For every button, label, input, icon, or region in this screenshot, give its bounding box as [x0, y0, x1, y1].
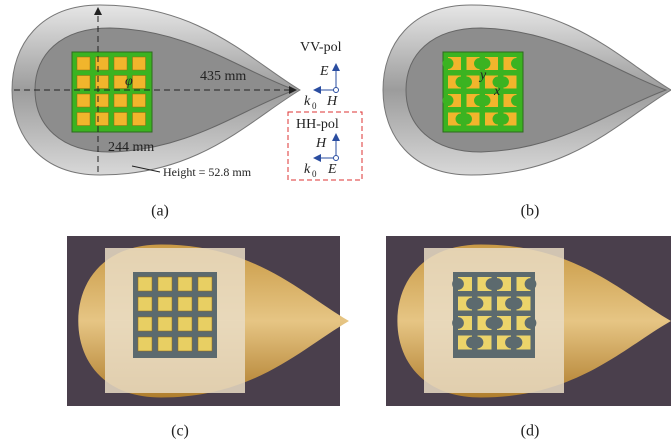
hh-k-sub: 0	[312, 169, 317, 179]
patch	[114, 57, 127, 70]
patch	[158, 337, 172, 351]
ring-gap	[525, 317, 537, 329]
polarization-legend: VV-pol E k 0 H HH-pol H k 0 E	[288, 40, 362, 180]
patch	[138, 277, 152, 291]
patch	[96, 57, 109, 70]
ring-gap	[491, 317, 503, 329]
patch	[77, 57, 90, 70]
hh-title: HH-pol	[296, 117, 339, 132]
patch	[198, 337, 212, 351]
vv-title: VV-pol	[300, 40, 342, 55]
caption: (a)	[151, 203, 169, 220]
figure: 435 mm 244 mm Height = 52.8 mm φ VV-pol …	[0, 0, 671, 445]
origin	[334, 156, 339, 161]
ring-gap	[511, 95, 522, 106]
patch	[133, 76, 146, 89]
angle-label: φ	[125, 74, 133, 89]
vv-k-sub: 0	[312, 101, 317, 111]
patch	[198, 297, 212, 311]
patch	[114, 94, 127, 107]
ring-gap	[498, 114, 509, 125]
panel-a: 435 mm 244 mm Height = 52.8 mm φ	[12, 5, 300, 179]
patch	[96, 76, 109, 89]
patch	[198, 277, 212, 291]
ring-gap	[452, 278, 464, 290]
ring-gap	[511, 298, 523, 310]
vv-field-top: E	[319, 64, 329, 79]
patch	[96, 94, 109, 107]
patch	[198, 317, 212, 331]
ring-gap	[480, 95, 491, 106]
patch	[114, 113, 127, 126]
ring-gap	[491, 278, 503, 290]
width-label: 244 mm	[108, 140, 154, 155]
vv-field-side: H	[326, 94, 338, 109]
ring-array	[443, 52, 523, 132]
ring-gap	[461, 114, 472, 125]
patch	[133, 94, 146, 107]
patch	[138, 317, 152, 331]
ring-gap	[472, 337, 484, 349]
patch	[133, 113, 146, 126]
patch	[178, 297, 192, 311]
patch	[178, 277, 192, 291]
photo-c	[67, 236, 349, 406]
patch	[96, 113, 109, 126]
patch	[138, 297, 152, 311]
patch	[138, 337, 152, 351]
length-label: 435 mm	[200, 69, 246, 84]
patch	[77, 113, 90, 126]
panel-b: y x	[383, 5, 671, 175]
caption: (b)	[521, 203, 540, 220]
ring-gap	[461, 77, 472, 88]
vv-k: k	[304, 94, 311, 109]
height-label: Height = 52.8 mm	[163, 165, 252, 179]
caption: (c)	[171, 423, 189, 440]
ring-gap	[452, 317, 464, 329]
patch	[133, 57, 146, 70]
patch	[158, 297, 172, 311]
patch	[77, 76, 90, 89]
axis-y: y	[478, 68, 487, 83]
patch	[158, 277, 172, 291]
hh-field-side: E	[327, 162, 337, 177]
patch	[77, 94, 90, 107]
patch	[178, 317, 192, 331]
ring-gap	[525, 278, 537, 290]
patch-array	[72, 52, 152, 132]
ring-gap	[443, 58, 454, 69]
hh-k: k	[304, 162, 311, 177]
ring-gap	[511, 58, 522, 69]
axis-x: x	[493, 84, 501, 99]
ring-gap	[472, 298, 484, 310]
origin	[334, 88, 339, 93]
patch	[158, 317, 172, 331]
photo-d	[386, 236, 671, 406]
ring-gap	[511, 337, 523, 349]
patch	[178, 337, 192, 351]
hh-field-top: H	[315, 136, 327, 151]
ring-gap	[443, 95, 454, 106]
caption: (d)	[521, 423, 540, 440]
